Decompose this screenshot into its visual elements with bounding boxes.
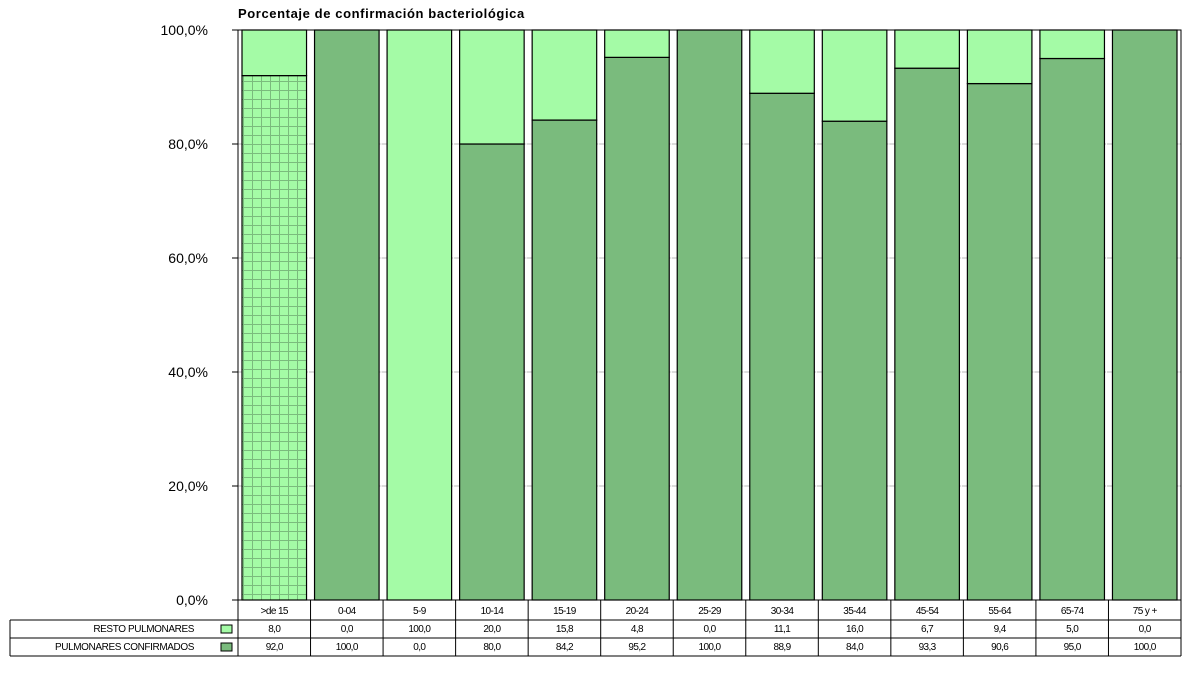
data-label: 16,0 (846, 624, 864, 635)
data-table: >de 15 0-04 5-9 10-14 15-19 20-24 25-29 30-34 35… (9, 600, 1182, 657)
data-label: 100,0 (1134, 642, 1157, 653)
legend-label: PULMONARES CONFIRMADOS (55, 642, 195, 653)
bar-pulmonares-confirmados (313, 29, 380, 601)
data-label: 9,4 (994, 624, 1007, 635)
data-label: 95,2 (628, 642, 646, 653)
bar-pulmonares-confirmados (1039, 57, 1106, 601)
y-axis-labels: 0,0% 20,0% 40,0% 60,0% 80,0% 100,0% (161, 22, 238, 608)
y-tick-label: 20,0% (168, 478, 208, 494)
bar-resto-pulmonares (749, 29, 815, 94)
bar-pulmonares-confirmados (821, 120, 888, 601)
bar-pulmonares-confirmados (966, 82, 1033, 601)
bar-resto-pulmonares (241, 29, 308, 77)
data-label: 0,0 (413, 642, 426, 653)
category-label: 0-04 (338, 606, 357, 617)
bar-resto-pulmonares (894, 29, 960, 69)
chart-title: Porcentaje de confirmación bacteriológic… (238, 6, 525, 21)
bar-pulmonares-confirmados (459, 143, 525, 601)
category-label: 30-34 (771, 606, 795, 617)
data-label: 0,0 (1139, 624, 1152, 635)
data-label: 20,0 (483, 624, 501, 635)
y-tick-label: 60,0% (168, 250, 208, 266)
y-tick-label: 0,0% (176, 592, 208, 608)
data-label: 8,0 (268, 624, 281, 635)
category-label: 45-54 (916, 606, 940, 617)
bar-pulmonares-confirmados (241, 74, 308, 601)
bar-pulmonares-confirmados (749, 92, 815, 601)
category-label: 20-24 (626, 606, 650, 617)
data-label: 100,0 (698, 642, 721, 653)
plot-border (237, 29, 1182, 601)
category-label: 65-74 (1061, 606, 1085, 617)
bar-resto-pulmonares (966, 29, 1033, 85)
category-label: 75 y + (1133, 606, 1158, 617)
y-tick-label: 40,0% (168, 364, 208, 380)
bar-resto-pulmonares (459, 29, 525, 145)
legend-swatch (220, 624, 233, 634)
data-label: 95,0 (1064, 642, 1082, 653)
data-label: 11,1 (774, 624, 791, 635)
bars (241, 29, 1180, 601)
y-tick-label: 100,0% (161, 22, 208, 38)
data-label: 93,3 (919, 642, 937, 653)
data-label: 88,9 (773, 642, 791, 653)
data-label: 90,6 (991, 642, 1009, 653)
category-label: 5-9 (413, 606, 427, 617)
data-label: 15,8 (556, 624, 574, 635)
data-label: 84,0 (846, 642, 864, 653)
category-label: 55-64 (988, 606, 1012, 617)
y-tick-label: 80,0% (168, 136, 208, 152)
legend-swatch (220, 642, 233, 652)
bar-resto-pulmonares (386, 29, 453, 601)
legend-label: RESTO PULMONARES (93, 624, 194, 635)
data-label: 80,0 (483, 642, 501, 653)
data-label: 5,0 (1066, 624, 1079, 635)
bar-resto-pulmonares (1039, 29, 1106, 60)
data-label: 84,2 (556, 642, 574, 653)
bar-pulmonares-confirmados (604, 56, 670, 601)
category-label: >de 15 (261, 606, 289, 617)
data-label: 100,0 (408, 624, 431, 635)
data-label: 6,7 (921, 624, 934, 635)
bar-pulmonares-confirmados (894, 67, 960, 601)
bar-pulmonares-confirmados (676, 29, 743, 601)
data-label: 0,0 (703, 624, 716, 635)
data-label: 92,0 (266, 642, 284, 653)
category-label: 25-29 (698, 606, 722, 617)
bar-pulmonares-confirmados (531, 119, 598, 601)
plot-frame (237, 29, 1182, 601)
data-label: 4,8 (631, 624, 644, 635)
bar-resto-pulmonares (821, 29, 888, 122)
bar-resto-pulmonares (604, 29, 670, 58)
category-label: 10-14 (481, 606, 505, 617)
category-label: 35-44 (843, 606, 867, 617)
category-label: 15-19 (553, 606, 577, 617)
bar-pulmonares-confirmados (1111, 29, 1178, 601)
bar-resto-pulmonares (531, 29, 598, 121)
data-label: 0,0 (341, 624, 354, 635)
data-label: 100,0 (336, 642, 359, 653)
